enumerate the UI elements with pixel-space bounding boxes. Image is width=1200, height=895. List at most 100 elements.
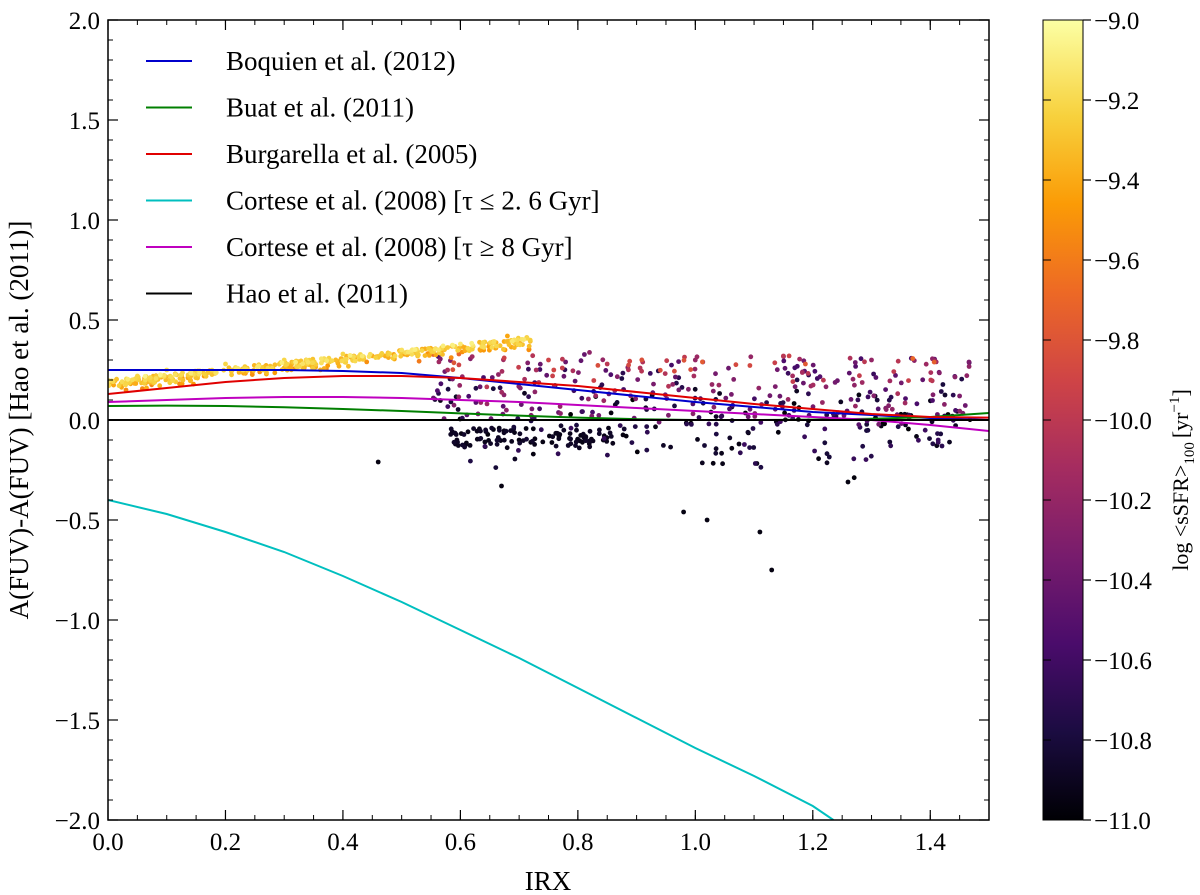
scatter-point — [550, 434, 556, 440]
scatter-point — [448, 426, 454, 432]
scatter-point — [702, 443, 707, 448]
scatter-point — [927, 436, 932, 441]
scatter-point — [865, 394, 871, 400]
scatter-point — [561, 373, 567, 379]
scatter-point — [604, 361, 610, 367]
scatter-point — [469, 354, 475, 359]
scatter-point — [867, 389, 873, 395]
scatter-point — [187, 378, 193, 384]
scatter-point — [772, 384, 778, 389]
scatter-point — [152, 379, 157, 385]
scatter-point — [850, 376, 856, 382]
scatter-point — [489, 345, 495, 350]
scatter-point — [666, 412, 671, 418]
legend-label: Burgarella et al. (2005) — [226, 139, 477, 169]
scatter-point — [223, 361, 228, 367]
scatter-point — [668, 444, 673, 450]
scatter-point — [852, 360, 858, 365]
scatter-point — [568, 425, 574, 431]
scatter-point — [351, 354, 356, 360]
scatter-point — [450, 367, 456, 373]
scatter-point — [504, 445, 510, 451]
scatter-point — [653, 424, 658, 430]
scatter-point — [467, 443, 473, 448]
scatter-point — [474, 428, 480, 434]
scatter-point — [669, 362, 674, 368]
scatter-point — [529, 406, 535, 412]
scatter-point — [824, 412, 830, 418]
scatter-point — [747, 445, 752, 450]
series-line — [108, 396, 989, 432]
scatter-point — [869, 357, 874, 363]
scatter-point — [409, 351, 415, 357]
scatter-point — [717, 391, 722, 396]
scatter-point — [745, 414, 751, 420]
scatter-point — [632, 424, 638, 429]
scatter-point — [750, 426, 756, 431]
scatter-point — [481, 345, 487, 350]
scatter-point — [333, 357, 339, 363]
scatter-point — [928, 370, 934, 375]
scatter-point — [412, 347, 418, 353]
scatter-point — [742, 442, 747, 447]
scatter-point — [801, 380, 806, 386]
scatter-point — [451, 439, 457, 445]
x-tick-label: 0.8 — [562, 829, 593, 856]
scatter-point — [782, 410, 787, 416]
scatter-point — [445, 367, 450, 373]
scatter-point — [147, 375, 153, 380]
scatter-point — [797, 356, 802, 362]
scatter-point — [457, 383, 463, 388]
scatter-point — [453, 432, 459, 437]
scatter-point — [959, 376, 965, 382]
scatter-point — [692, 366, 698, 372]
colorbar-tick-label: −9.0 — [1094, 8, 1139, 35]
colorbar-tick-label: −9.6 — [1094, 248, 1139, 275]
scatter-point — [468, 458, 473, 464]
scatter-point — [874, 397, 880, 403]
scatter-point — [482, 439, 488, 445]
scatter-point — [123, 382, 128, 388]
x-tick-label: 0.0 — [92, 829, 123, 856]
scatter-point — [803, 361, 808, 367]
scatter-point — [125, 376, 131, 382]
scatter-point — [942, 392, 948, 398]
scatter-point — [695, 437, 700, 442]
scatter-point — [473, 385, 479, 391]
axis-ticks: 0.0 0.2 0.4 0.6 0.8 1.0 1.2 1.4 −2.0 −1.5 −1.0 −0.5… — [55, 8, 990, 856]
scatter-point — [820, 400, 825, 405]
scatter-point — [962, 403, 968, 408]
scatter-point — [781, 353, 786, 359]
scatter-point — [629, 440, 635, 445]
scatter-point — [729, 445, 735, 451]
scatter-point — [957, 393, 962, 399]
scatter-point — [512, 430, 517, 435]
scatter-point — [161, 372, 167, 378]
scatter-point — [610, 440, 616, 446]
colorbar-tick-label: −9.2 — [1094, 88, 1139, 115]
colorbar-tick-label: −11.0 — [1094, 808, 1151, 835]
scatter-point — [440, 343, 446, 349]
scatter-point — [499, 483, 504, 489]
scatter-point — [935, 437, 941, 443]
scatter-point — [530, 426, 536, 432]
scatter-point — [560, 356, 565, 362]
scatter-point — [785, 397, 791, 402]
scatter-point — [108, 378, 112, 383]
scatter-point — [851, 475, 857, 481]
scatter-point — [713, 431, 719, 437]
scatter-point — [758, 420, 764, 425]
scatter-point — [681, 509, 686, 515]
scatter-point — [497, 427, 502, 433]
scatter-point — [558, 411, 563, 416]
scatter-point — [780, 400, 786, 405]
scatter-point — [484, 384, 490, 390]
scatter-point — [501, 355, 507, 361]
scatter-point — [614, 374, 620, 380]
scatter-point — [465, 429, 471, 435]
scatter-point — [812, 448, 817, 454]
scatter-point — [526, 343, 532, 349]
scatter-point — [888, 443, 894, 449]
scatter-point — [718, 414, 724, 420]
